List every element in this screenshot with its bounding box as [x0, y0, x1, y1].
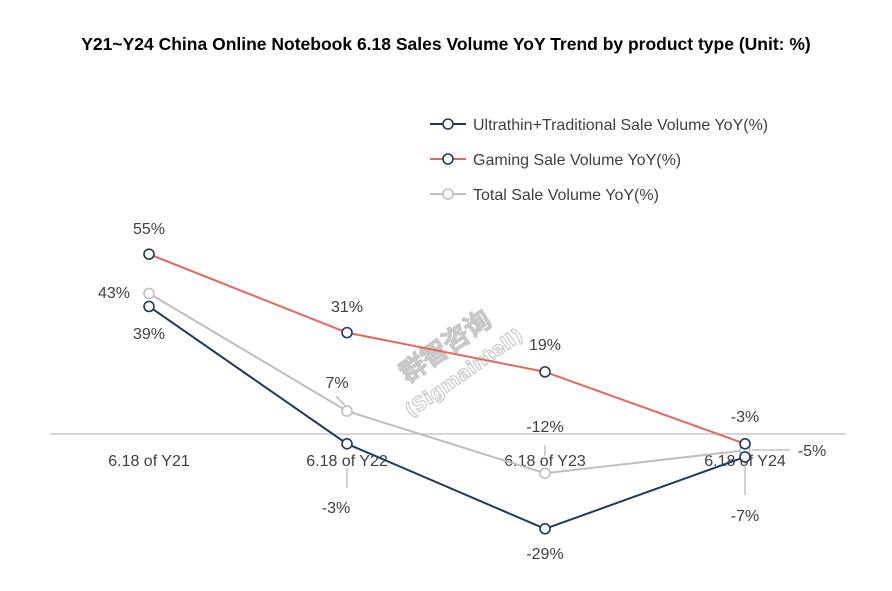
legend-label: Gaming Sale Volume YoY(%) — [473, 152, 681, 169]
legend: Ultrathin+Traditional Sale Volume YoY(%)… — [430, 117, 768, 204]
data-point-1-1 — [143, 300, 155, 313]
legend-item-1: Ultrathin+Traditional Sale Volume YoY(%) — [430, 117, 768, 134]
data-point-1-2 — [341, 438, 353, 450]
legend-label: Total Sale Volume YoY(%) — [473, 187, 659, 204]
data-label-2-2: 31% — [331, 299, 363, 316]
series-total-sale-volume-yoy: 43% 7% -12% -5% — [98, 285, 826, 480]
category-label-1: 6.18 of Y21 — [108, 453, 190, 470]
data-point-3-3 — [539, 467, 551, 480]
data-label-2-3: 19% — [529, 337, 561, 354]
data-point-3-2 — [341, 405, 353, 417]
data-point-3-1 — [143, 287, 155, 300]
series-layer: 43% 7% -12% -5% 55% 31% 19% -3% 39% -3% -29% -7% — [98, 221, 826, 563]
series-line-1 — [148, 305, 746, 530]
series-line-2 — [148, 253, 746, 445]
legend-item-2: Gaming Sale Volume YoY(%) — [430, 152, 681, 169]
series-gaming-sale-volume-yoy: 55% 31% 19% -3% — [133, 221, 759, 450]
data-point-2-2 — [341, 326, 353, 339]
data-point-2-4 — [739, 438, 751, 450]
chart-title: Y21~Y24 China Online Notebook 6.18 Sales… — [81, 34, 811, 54]
series-ultrathin-traditional-sale-volume-yoy: 39% -3% -29% -7% — [133, 300, 759, 563]
legend-marker — [442, 188, 454, 200]
legend-marker — [442, 118, 454, 130]
data-label-3-2: 7% — [325, 375, 348, 392]
data-point-2-1 — [143, 248, 155, 260]
data-label-3-3: -12% — [526, 419, 563, 436]
data-label-2-1: 55% — [133, 221, 165, 238]
category-label-3: 6.18 of Y23 — [504, 453, 586, 470]
data-point-2-3 — [539, 366, 551, 378]
data-label-1-2: -3% — [322, 500, 350, 517]
legend-label: Ultrathin+Traditional Sale Volume YoY(%) — [473, 117, 768, 134]
data-label-3-1: 43% — [98, 285, 130, 302]
data-point-1-3 — [539, 523, 551, 535]
legend-marker — [442, 153, 454, 165]
data-point-1-4 — [739, 451, 751, 463]
watermark: 群智咨询 (Sigmaintell) — [393, 303, 528, 422]
data-label-1-1: 39% — [133, 326, 165, 343]
data-label-2-4: -3% — [731, 409, 759, 426]
data-label-1-3: -29% — [526, 546, 563, 563]
series-line-3 — [148, 292, 746, 475]
legend-item-3: Total Sale Volume YoY(%) — [430, 187, 659, 204]
data-label-1-4: -7% — [731, 508, 759, 525]
data-label-3-4: -5% — [798, 443, 826, 460]
category-label-2: 6.18 of Y22 — [306, 453, 388, 470]
